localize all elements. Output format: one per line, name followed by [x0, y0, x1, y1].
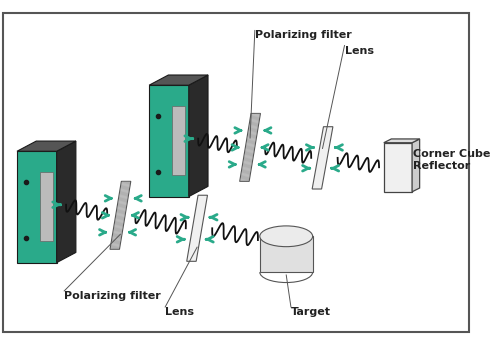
- Text: Target: Target: [291, 307, 331, 317]
- Polygon shape: [17, 141, 76, 151]
- Polygon shape: [412, 139, 420, 192]
- Text: Lens: Lens: [344, 46, 374, 56]
- Text: Lens: Lens: [165, 307, 194, 317]
- Polygon shape: [56, 141, 76, 263]
- Polygon shape: [189, 75, 208, 197]
- Polygon shape: [384, 143, 412, 192]
- Ellipse shape: [260, 226, 312, 247]
- Text: Polarizing filter: Polarizing filter: [255, 30, 352, 40]
- Polygon shape: [149, 75, 208, 85]
- Polygon shape: [186, 195, 208, 261]
- Polygon shape: [110, 181, 131, 249]
- Polygon shape: [149, 85, 189, 197]
- Text: Corner Cube
Reflector: Corner Cube Reflector: [413, 149, 490, 170]
- Polygon shape: [17, 151, 56, 263]
- Bar: [172, 106, 185, 175]
- Bar: [260, 236, 312, 272]
- Polygon shape: [240, 114, 260, 181]
- Bar: [40, 172, 52, 242]
- Polygon shape: [312, 127, 333, 189]
- Text: Polarizing filter: Polarizing filter: [64, 291, 161, 301]
- Polygon shape: [384, 139, 420, 143]
